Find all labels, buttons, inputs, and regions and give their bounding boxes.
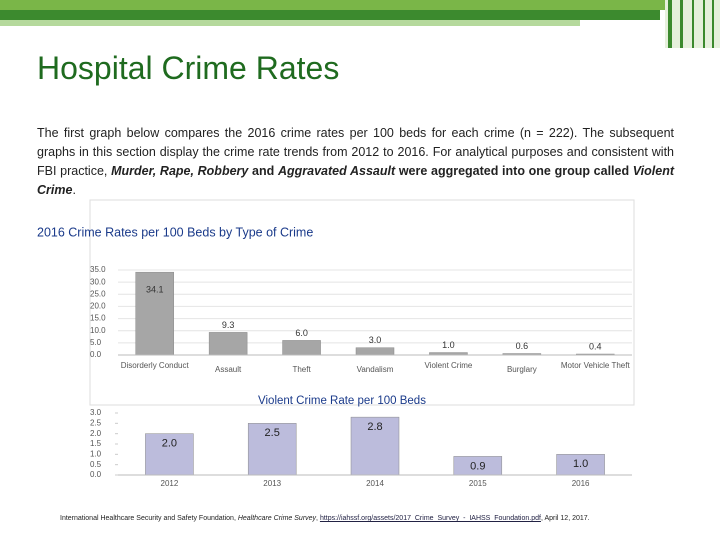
data-label: 1.0 bbox=[442, 340, 455, 350]
corner-stripe bbox=[668, 0, 672, 48]
data-label: 0.4 bbox=[589, 341, 602, 351]
data-label: 3.0 bbox=[369, 335, 382, 345]
text: were aggregated into one group called bbox=[395, 164, 633, 178]
x-tick-label: Burglary bbox=[507, 365, 537, 374]
x-tick-label: Disorderly Conduct bbox=[121, 361, 190, 370]
top-band bbox=[0, 0, 720, 10]
y-tick-label: 25.0 bbox=[90, 289, 106, 298]
bar bbox=[208, 332, 248, 356]
x-tick-label: 2012 bbox=[161, 479, 179, 488]
y-tick-label: 1.5 bbox=[90, 439, 102, 448]
y-tick-label: 0.0 bbox=[90, 470, 102, 479]
data-label: 2.5 bbox=[265, 427, 280, 439]
bar bbox=[247, 423, 297, 476]
data-label: 1.0 bbox=[573, 458, 588, 470]
data-label: 2.0 bbox=[162, 438, 177, 450]
y-tick-label: 10.0 bbox=[90, 326, 106, 335]
top-band-dark bbox=[0, 10, 660, 20]
y-tick-label: 20.0 bbox=[90, 302, 106, 311]
corner-stripe bbox=[692, 0, 694, 48]
text: Murder, Rape, Robbery bbox=[111, 164, 249, 178]
y-tick-label: 2.5 bbox=[90, 418, 102, 427]
top-band-light bbox=[0, 20, 580, 26]
text: and bbox=[248, 164, 278, 178]
data-label: 6.0 bbox=[295, 328, 308, 338]
text: Violent Crime bbox=[37, 164, 675, 197]
corner-stripe bbox=[712, 0, 714, 48]
chart-title: Violent Crime Rate per 100 Beds bbox=[258, 395, 426, 407]
x-tick-label: 2014 bbox=[366, 479, 384, 488]
data-label: 9.3 bbox=[222, 320, 235, 330]
text: International Healthcare Security and Sa… bbox=[60, 515, 238, 522]
intro-paragraph: The first graph below compares the 2016 … bbox=[37, 124, 674, 200]
bar bbox=[282, 340, 321, 356]
page-title: Hospital Crime Rates bbox=[37, 50, 340, 86]
x-tick-label: Motor Vehicle Theft bbox=[561, 361, 631, 370]
x-tick-label: 2013 bbox=[263, 479, 281, 488]
x-tick-label: Theft bbox=[292, 365, 311, 374]
y-tick-label: 0.5 bbox=[90, 460, 102, 469]
y-tick-label: 15.0 bbox=[90, 314, 106, 323]
corner-stripe bbox=[703, 0, 705, 48]
text: Aggravated Assault bbox=[277, 164, 396, 178]
text: Healthcare Crime Survey bbox=[237, 515, 317, 522]
text: , bbox=[316, 515, 320, 522]
y-tick-label: 5.0 bbox=[90, 338, 102, 347]
y-tick-label: 1.0 bbox=[90, 449, 102, 458]
data-label: 2.8 bbox=[367, 421, 382, 433]
y-tick-label: 3.0 bbox=[90, 408, 102, 417]
source-link[interactable]: https://iahssf.org/assets/2017_Crime_Sur… bbox=[319, 515, 541, 522]
bar bbox=[135, 271, 174, 356]
x-tick-label: Assault bbox=[215, 365, 242, 374]
corner-stripe bbox=[680, 0, 683, 48]
chart-frame bbox=[89, 199, 635, 406]
text: The first graph below compares the 2016 … bbox=[37, 126, 674, 178]
bar bbox=[145, 433, 194, 476]
x-tick-label: 2015 bbox=[469, 479, 487, 488]
text: . bbox=[72, 183, 76, 197]
data-label: 0.6 bbox=[516, 341, 529, 351]
source-note: International Healthcare Security and Sa… bbox=[60, 515, 590, 522]
y-tick-label: 2.0 bbox=[90, 429, 102, 438]
chart-title: 2016 Crime Rates per 100 Beds by Type of… bbox=[37, 225, 313, 239]
x-tick-label: 2016 bbox=[572, 479, 590, 488]
bar bbox=[355, 347, 395, 356]
text: , April 12, 2017. bbox=[540, 515, 590, 522]
y-tick-label: 0.0 bbox=[90, 350, 102, 359]
y-tick-label: 35.0 bbox=[90, 265, 106, 274]
data-label: 0.9 bbox=[470, 460, 485, 472]
x-tick-label: Vandalism bbox=[357, 365, 394, 374]
x-tick-label: Violent Crime bbox=[424, 361, 472, 370]
bar bbox=[350, 416, 400, 476]
y-tick-label: 30.0 bbox=[90, 277, 106, 286]
data-label: 34.1 bbox=[146, 285, 164, 295]
